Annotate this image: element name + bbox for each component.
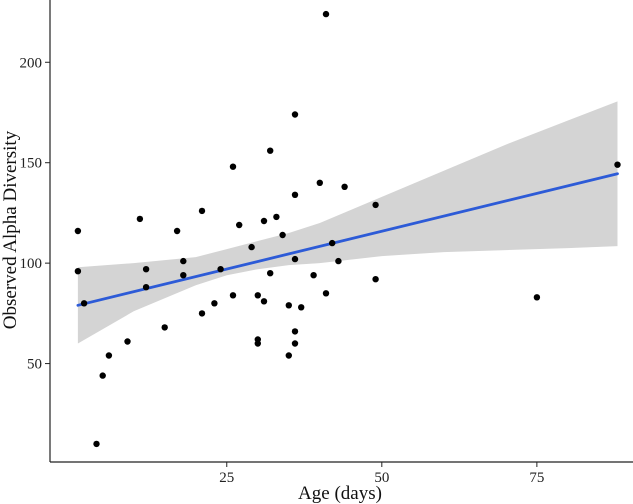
data-point (291, 340, 299, 347)
data-point (267, 147, 274, 154)
data-point (372, 201, 379, 209)
data-point (372, 276, 379, 283)
regression-line (76, 172, 619, 307)
data-point (279, 231, 286, 239)
data-point (298, 304, 305, 311)
data-point (291, 328, 299, 335)
data-point (173, 227, 181, 235)
y-tick-label: 50 (27, 357, 42, 373)
data-point (335, 257, 342, 265)
data-point (198, 310, 206, 317)
data-point (142, 266, 150, 273)
data-point (267, 270, 274, 277)
data-point (273, 213, 280, 221)
data-points-layer (74, 10, 621, 448)
data-point (74, 268, 82, 275)
confidence-band-layer (77, 101, 618, 344)
data-point (291, 255, 299, 263)
y-axis-title: Observed Alpha Diversity (0, 130, 21, 329)
data-point (254, 340, 261, 347)
data-point (180, 257, 187, 265)
data-point (105, 352, 113, 359)
data-point (322, 10, 330, 18)
data-point (341, 183, 348, 190)
data-point (329, 239, 336, 247)
data-point (260, 298, 268, 305)
data-point (93, 440, 100, 448)
data-point (124, 338, 131, 345)
data-point (236, 221, 243, 229)
data-point (74, 227, 82, 235)
ticks: 25 50 75 50 100 150 200 (20, 55, 545, 486)
data-point (291, 191, 299, 198)
data-point (322, 290, 330, 297)
data-point (142, 284, 150, 291)
x-tick-label: 50 (374, 470, 389, 486)
data-point (80, 300, 88, 307)
x-axis-title: Age (days) (298, 483, 382, 504)
y-tick-label: 100 (20, 256, 43, 272)
data-point (254, 292, 261, 299)
data-point (285, 302, 292, 309)
data-point (211, 300, 218, 307)
y-tick-label: 150 (20, 156, 43, 172)
data-point (248, 243, 255, 251)
data-point (260, 217, 268, 225)
x-tick-label: 25 (219, 470, 234, 486)
data-point (217, 266, 224, 273)
y-tick-label: 200 (20, 55, 43, 71)
data-point (136, 215, 144, 223)
data-point (99, 372, 106, 379)
regression-line-layer (76, 172, 619, 307)
data-point (180, 272, 187, 279)
data-point (198, 207, 206, 215)
data-point (161, 324, 168, 331)
data-point (614, 161, 621, 168)
x-tick-label: 75 (529, 470, 544, 486)
data-point (229, 163, 237, 170)
data-point (310, 272, 317, 279)
data-point (291, 111, 299, 118)
data-point (229, 292, 237, 299)
data-point (316, 179, 323, 186)
axes (49, 0, 633, 463)
data-point (533, 294, 541, 301)
data-point (285, 352, 292, 359)
confidence-band (77, 101, 618, 344)
